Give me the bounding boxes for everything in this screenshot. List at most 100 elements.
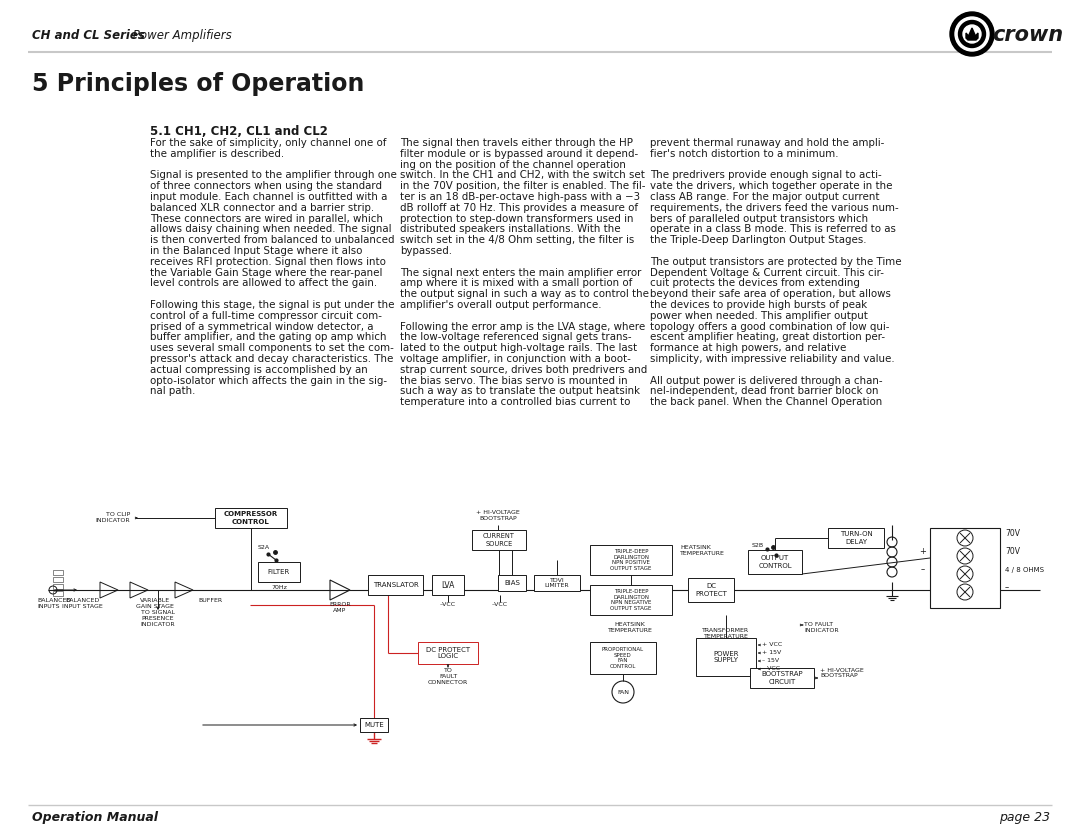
Text: protection to step-down transformers used in: protection to step-down transformers use…: [400, 214, 634, 224]
Text: –VCC: –VCC: [440, 602, 456, 607]
Bar: [696, 638, 756, 676]
Text: COMPRESSOR
CONTROL: COMPRESSOR CONTROL: [224, 511, 279, 525]
Circle shape: [955, 17, 989, 51]
Text: dB rolloff at 70 Hz. This provides a measure of: dB rolloff at 70 Hz. This provides a mea…: [400, 203, 638, 213]
Text: lated to the output high-voltage rails. The last: lated to the output high-voltage rails. …: [400, 344, 637, 354]
Text: crown: crown: [993, 25, 1063, 45]
Text: buffer amplifier, and the gating op amp which: buffer amplifier, and the gating op amp …: [150, 333, 387, 343]
Text: power when needed. This amplifier output: power when needed. This amplifier output: [650, 311, 868, 321]
Text: TRIPLE-DEEP
DARLINGTON
NPN NEGATIVE
OUTPUT STAGE: TRIPLE-DEEP DARLINGTON NPN NEGATIVE OUTP…: [610, 589, 651, 611]
Text: TRIPLE-DEEP
DARLINGTON
NPN POSITIVE
OUTPUT STAGE: TRIPLE-DEEP DARLINGTON NPN POSITIVE OUTP…: [610, 549, 651, 571]
Text: voltage amplifier, in conjunction with a boot-: voltage amplifier, in conjunction with a…: [400, 354, 631, 364]
Bar: [498, 575, 526, 591]
Text: These connectors are wired in parallel, which: These connectors are wired in parallel, …: [150, 214, 383, 224]
Bar: [360, 718, 388, 732]
Text: the devices to provide high bursts of peak: the devices to provide high bursts of pe…: [650, 300, 867, 310]
Text: requirements, the drivers feed the various num-: requirements, the drivers feed the vario…: [650, 203, 899, 213]
Text: +: +: [919, 547, 927, 556]
Text: nel-independent, dead front barrier block on: nel-independent, dead front barrier bloc…: [650, 386, 878, 396]
Text: + VCC: + VCC: [762, 642, 782, 647]
Text: receives RFI protection. Signal then flows into: receives RFI protection. Signal then flo…: [150, 257, 386, 267]
Text: LVA: LVA: [442, 580, 455, 590]
Bar: [472, 530, 526, 550]
Text: POWER
SUPPLY: POWER SUPPLY: [713, 651, 739, 664]
Text: All output power is delivered through a chan-: All output power is delivered through a …: [650, 375, 882, 385]
Text: in the Balanced Input Stage where it also: in the Balanced Input Stage where it als…: [150, 246, 363, 256]
Text: – VCC: – VCC: [762, 666, 780, 671]
Text: PROPORTIONAL
SPEED
FAN
CONTROL: PROPORTIONAL SPEED FAN CONTROL: [602, 647, 644, 669]
Text: Dependent Voltage & Current circuit. This cir-: Dependent Voltage & Current circuit. Thi…: [650, 268, 885, 278]
Circle shape: [959, 21, 986, 48]
Text: The output transistors are protected by the Time: The output transistors are protected by …: [650, 257, 902, 267]
Text: TO
FAULT
CONNECTOR: TO FAULT CONNECTOR: [428, 668, 468, 685]
Text: is then converted from balanced to unbalanced: is then converted from balanced to unbal…: [150, 235, 394, 245]
Text: + HI-VOLTAGE
BOOTSTRAP: + HI-VOLTAGE BOOTSTRAP: [476, 510, 519, 520]
Text: 5.1 CH1, CH2, CL1 and CL2: 5.1 CH1, CH2, CL1 and CL2: [150, 125, 328, 138]
Text: HEATSINK
TEMPERATURE: HEATSINK TEMPERATURE: [608, 622, 652, 633]
Text: the low-voltage referenced signal gets trans-: the low-voltage referenced signal gets t…: [400, 333, 632, 343]
Text: BALANCED
INPUTS: BALANCED INPUTS: [37, 598, 71, 609]
Text: such a way as to translate the output heatsink: such a way as to translate the output he…: [400, 386, 640, 396]
Bar: [418, 642, 478, 664]
Bar: [590, 545, 672, 575]
Text: DC
PROTECT: DC PROTECT: [696, 584, 727, 596]
Text: CURRENT
SOURCE: CURRENT SOURCE: [483, 534, 515, 546]
Text: ing on the position of the channel operation: ing on the position of the channel opera…: [400, 159, 626, 169]
Text: Signal is presented to the amplifier through one: Signal is presented to the amplifier thr…: [150, 170, 396, 180]
Text: balanced XLR connector and a barrier strip.: balanced XLR connector and a barrier str…: [150, 203, 374, 213]
Text: VARIABLE
GAIN STAGE: VARIABLE GAIN STAGE: [136, 598, 174, 609]
Text: For the sake of simplicity, only channel one of: For the sake of simplicity, only channel…: [150, 138, 387, 148]
Text: DC PROTECT
LOGIC: DC PROTECT LOGIC: [426, 646, 470, 660]
Text: 4 / 8 OHMS: 4 / 8 OHMS: [1005, 567, 1044, 573]
Bar: [590, 585, 672, 615]
Text: TO CLIP
INDICATOR: TO CLIP INDICATOR: [95, 512, 130, 523]
Text: 70V: 70V: [1005, 547, 1020, 556]
Circle shape: [963, 25, 981, 43]
Bar: [53, 584, 63, 589]
Bar: [828, 528, 885, 548]
Text: the bias servo. The bias servo is mounted in: the bias servo. The bias servo is mounte…: [400, 375, 627, 385]
Text: TRANSLATOR: TRANSLATOR: [373, 582, 418, 588]
Text: actual compressing is accomplished by an: actual compressing is accomplished by an: [150, 364, 368, 374]
Text: BOOTSTRAP
CIRCUIT: BOOTSTRAP CIRCUIT: [761, 671, 802, 685]
Text: vate the drivers, which together operate in the: vate the drivers, which together operate…: [650, 181, 892, 191]
Text: Power Amplifiers: Power Amplifiers: [129, 28, 232, 42]
Text: allows daisy chaining when needed. The signal: allows daisy chaining when needed. The s…: [150, 224, 391, 234]
Text: opto-isolator which affects the gain in the sig-: opto-isolator which affects the gain in …: [150, 375, 387, 385]
Text: BALANCED
INPUT STAGE: BALANCED INPUT STAGE: [62, 598, 103, 609]
Text: filter module or is bypassed around it depend-: filter module or is bypassed around it d…: [400, 148, 638, 158]
Text: amp where it is mixed with a small portion of: amp where it is mixed with a small porti…: [400, 279, 632, 289]
Text: BIAS: BIAS: [504, 580, 519, 586]
Text: prised of a symmetrical window detector, a: prised of a symmetrical window detector,…: [150, 322, 374, 332]
Text: level controls are allowed to affect the gain.: level controls are allowed to affect the…: [150, 279, 377, 289]
Text: fier's notch distortion to a minimum.: fier's notch distortion to a minimum.: [650, 148, 838, 158]
Text: amplifier's overall output performance.: amplifier's overall output performance.: [400, 300, 602, 310]
Text: Following the error amp is the LVA stage, where: Following the error amp is the LVA stage…: [400, 322, 645, 332]
Text: strap current source, drives both predrivers and: strap current source, drives both predri…: [400, 364, 647, 374]
Bar: [53, 570, 63, 575]
Text: + HI-VOLTAGE
BOOTSTRAP: + HI-VOLTAGE BOOTSTRAP: [820, 667, 864, 678]
Text: switch set in the 4/8 Ohm setting, the filter is: switch set in the 4/8 Ohm setting, the f…: [400, 235, 634, 245]
Text: + 15V: + 15V: [762, 651, 781, 656]
Text: Operation Manual: Operation Manual: [32, 811, 158, 825]
Text: nal path.: nal path.: [150, 386, 195, 396]
Circle shape: [950, 12, 994, 56]
Text: ter is an 18 dB-per-octave high-pass with a −3: ter is an 18 dB-per-octave high-pass wit…: [400, 192, 640, 202]
Text: page 23: page 23: [999, 811, 1050, 825]
Bar: [258, 562, 300, 582]
Text: switch. In the CH1 and CH2, with the switch set: switch. In the CH1 and CH2, with the swi…: [400, 170, 645, 180]
Text: the amplifier is described.: the amplifier is described.: [150, 148, 284, 158]
Text: Following this stage, the signal is put under the: Following this stage, the signal is put …: [150, 300, 394, 310]
Text: FILTER: FILTER: [268, 569, 291, 575]
Bar: [590, 642, 656, 674]
Text: TURN-ON
DELAY: TURN-ON DELAY: [839, 531, 873, 545]
Bar: [748, 550, 802, 574]
Text: FAN: FAN: [617, 690, 629, 695]
Text: bypassed.: bypassed.: [400, 246, 453, 256]
Text: the Variable Gain Stage where the rear-panel: the Variable Gain Stage where the rear-p…: [150, 268, 382, 278]
Text: uses several small components to set the com-: uses several small components to set the…: [150, 344, 394, 354]
Text: TO FAULT
INDICATOR: TO FAULT INDICATOR: [804, 622, 839, 633]
Text: ERROR
AMP: ERROR AMP: [329, 602, 351, 613]
Text: –: –: [1005, 584, 1009, 592]
Text: pressor's attack and decay characteristics. The: pressor's attack and decay characteristi…: [150, 354, 393, 364]
